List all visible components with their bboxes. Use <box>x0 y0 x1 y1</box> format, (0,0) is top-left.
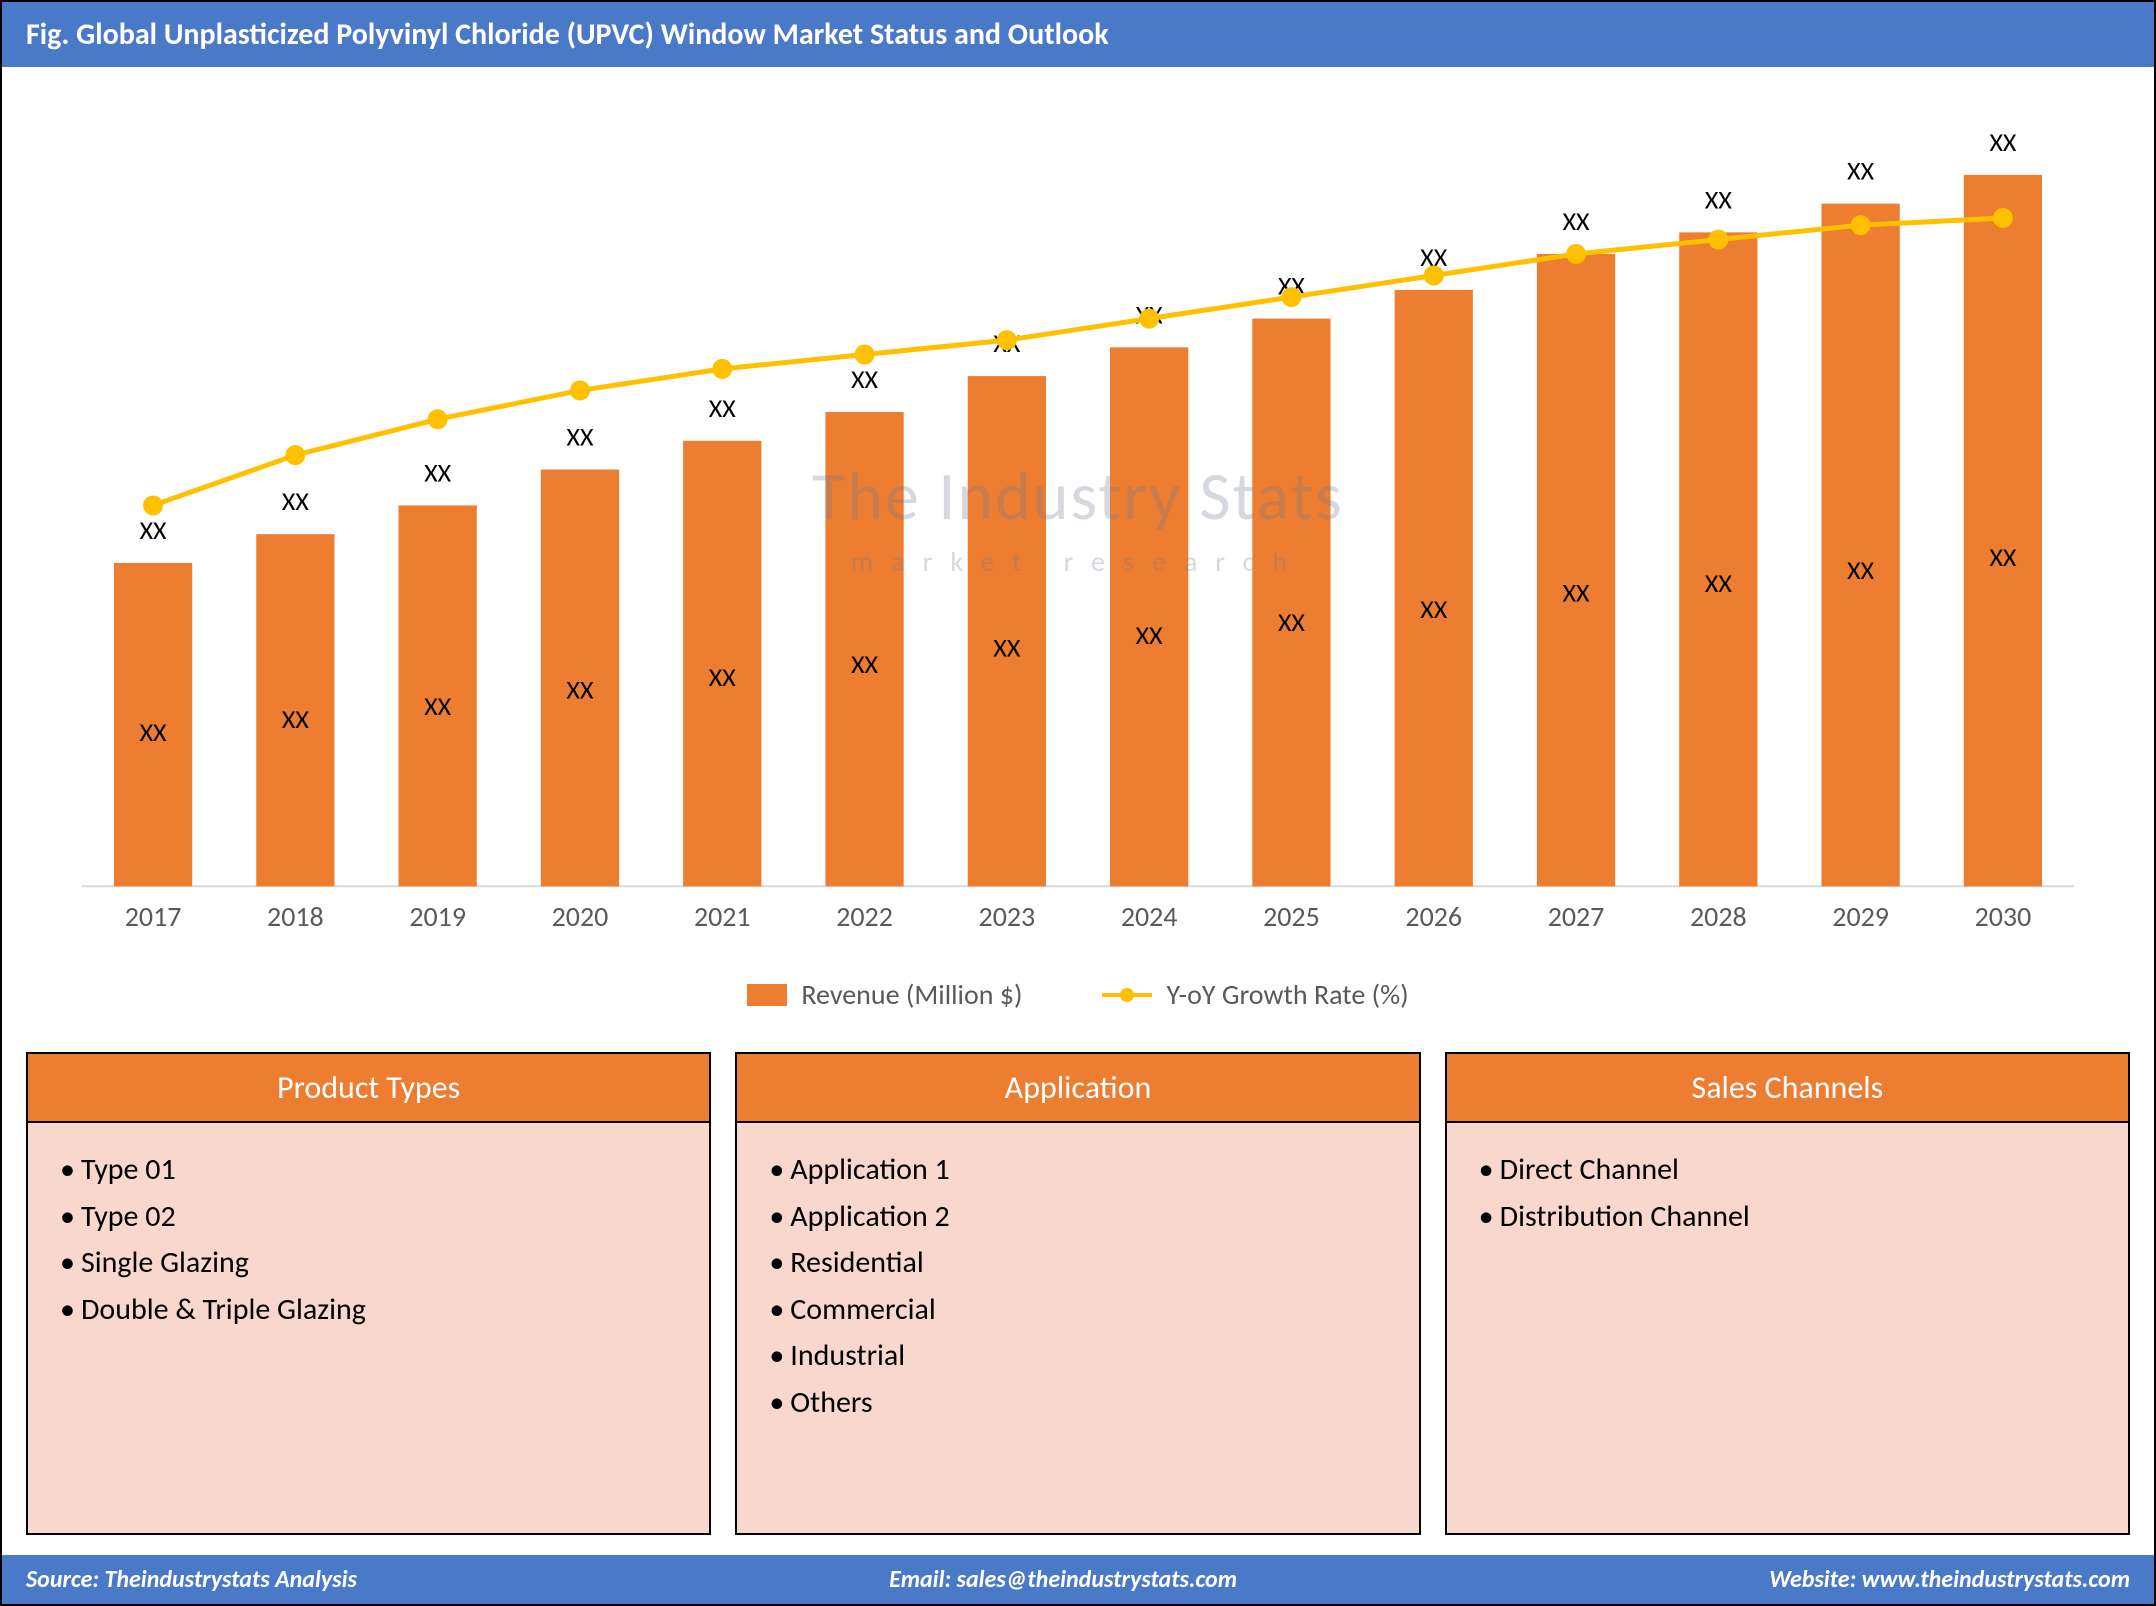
bar <box>1679 232 1757 886</box>
legend-item-bar: Revenue (Million $) <box>747 977 1022 1012</box>
line-marker <box>1281 287 1301 307</box>
line-marker <box>1708 230 1728 250</box>
bar-value-label: XX <box>1278 606 1305 638</box>
bar <box>1252 319 1330 887</box>
chart-svg: XX XX 2017 XX XX 2018 XX XX 2019 XX XX 2020 XX XX 2021… <box>42 107 2114 947</box>
bar-value-label: XX <box>1989 541 2016 573</box>
panel-header: Application <box>737 1054 1418 1123</box>
panel: Product TypesType 01Type 02Single Glazin… <box>26 1052 711 1535</box>
footer-source: Source: Theindustrystats Analysis <box>26 1565 357 1594</box>
line-marker <box>1139 309 1159 329</box>
panel-item: Others <box>769 1380 1386 1427</box>
legend-line-label: Y-oY Growth Rate (%) <box>1166 977 1408 1012</box>
bar-top-label: XX <box>1847 155 1874 187</box>
line-marker <box>1851 215 1871 235</box>
legend-swatch-line <box>1102 993 1152 997</box>
x-axis-label: 2023 <box>979 899 1036 934</box>
bar-top-label: XX <box>1563 205 1590 237</box>
panel-item: Application 1 <box>769 1147 1386 1194</box>
x-axis-label: 2018 <box>267 899 324 934</box>
panel-item: Distribution Channel <box>1479 1194 2096 1241</box>
panel-item: Single Glazing <box>60 1240 677 1287</box>
x-axis-label: 2026 <box>1405 899 1462 934</box>
bar-value-label: XX <box>282 703 309 735</box>
x-axis-label: 2017 <box>125 899 182 934</box>
bar <box>1822 204 1900 887</box>
panel-header: Sales Channels <box>1447 1054 2128 1123</box>
panel-header: Product Types <box>28 1054 709 1123</box>
line-marker <box>143 495 163 515</box>
footer-email: Email: sales@theindustrystats.com <box>889 1565 1237 1594</box>
panel-body: Type 01Type 02Single GlazingDouble & Tri… <box>28 1123 709 1533</box>
bar <box>1395 290 1473 886</box>
bar-value-label: XX <box>1420 593 1447 625</box>
line-marker <box>285 445 305 465</box>
x-axis-label: 2024 <box>1121 899 1178 934</box>
bar-value-label: XX <box>851 648 878 680</box>
panel-item: Type 02 <box>60 1194 677 1241</box>
bar-top-label: XX <box>851 363 878 395</box>
panels-row: Product TypesType 01Type 02Single Glazin… <box>2 1042 2154 1555</box>
line-marker <box>428 409 448 429</box>
line-marker <box>1566 244 1586 264</box>
x-axis-label: 2022 <box>836 899 893 934</box>
line-marker <box>1993 208 2013 228</box>
bar-value-label: XX <box>424 690 451 722</box>
figure-title: Fig. Global Unplasticized Polyvinyl Chlo… <box>2 2 2154 67</box>
panel-body: Direct ChannelDistribution Channel <box>1447 1123 2128 1533</box>
bar-value-label: XX <box>1705 567 1732 599</box>
bar <box>1110 347 1188 886</box>
panel-item: Commercial <box>769 1287 1386 1334</box>
panel-item: Industrial <box>769 1333 1386 1380</box>
bar-value-label: XX <box>1136 619 1163 651</box>
line-marker <box>712 359 732 379</box>
x-axis-label: 2021 <box>694 899 751 934</box>
line-marker <box>855 345 875 365</box>
x-axis-label: 2019 <box>409 899 466 934</box>
bar-value-label: XX <box>709 661 736 693</box>
bar-top-label: XX <box>1989 126 2016 158</box>
bar-top-label: XX <box>282 485 309 517</box>
panel-item: Type 01 <box>60 1147 677 1194</box>
figure-container: Fig. Global Unplasticized Polyvinyl Chlo… <box>0 0 2156 1606</box>
chart-legend: Revenue (Million $) Y-oY Growth Rate (%) <box>2 967 2154 1042</box>
line-marker <box>1424 266 1444 286</box>
chart-area: XX XX 2017 XX XX 2018 XX XX 2019 XX XX 2020 XX XX 2021… <box>2 67 2154 967</box>
panel: Sales ChannelsDirect ChannelDistribution… <box>1445 1052 2130 1535</box>
panel: ApplicationApplication 1Application 2Res… <box>735 1052 1420 1535</box>
x-axis-label: 2020 <box>552 899 609 934</box>
bar-value-label: XX <box>140 716 167 748</box>
figure-footer: Source: Theindustrystats Analysis Email:… <box>2 1555 2154 1604</box>
x-axis-label: 2027 <box>1548 899 1605 934</box>
bar-value-label: XX <box>993 632 1020 664</box>
bar-top-label: XX <box>1705 183 1732 215</box>
bar <box>1537 254 1615 886</box>
panel-item: Direct Channel <box>1479 1147 2096 1194</box>
line-marker <box>997 330 1017 350</box>
panel-item: Double & Triple Glazing <box>60 1287 677 1334</box>
bar-top-label: XX <box>140 514 167 546</box>
bar-top-label: XX <box>566 421 593 453</box>
x-axis-label: 2025 <box>1263 899 1320 934</box>
panel-item: Application 2 <box>769 1194 1386 1241</box>
panel-item: Residential <box>769 1240 1386 1287</box>
x-axis-label: 2030 <box>1975 899 2032 934</box>
x-axis-label: 2028 <box>1690 899 1747 934</box>
x-axis-label: 2029 <box>1832 899 1889 934</box>
bar-top-label: XX <box>709 392 736 424</box>
legend-item-line: Y-oY Growth Rate (%) <box>1102 977 1408 1012</box>
bar-value-label: XX <box>566 674 593 706</box>
bar <box>1964 175 2042 886</box>
footer-website: Website: www.theindustrystats.com <box>1769 1565 2130 1594</box>
legend-swatch-bar <box>747 984 787 1006</box>
bar-value-label: XX <box>1563 577 1590 609</box>
bar-top-label: XX <box>424 456 451 488</box>
line-marker <box>570 380 590 400</box>
panel-body: Application 1Application 2ResidentialCom… <box>737 1123 1418 1533</box>
legend-bar-label: Revenue (Million $) <box>801 977 1022 1012</box>
bar-value-label: XX <box>1847 554 1874 586</box>
